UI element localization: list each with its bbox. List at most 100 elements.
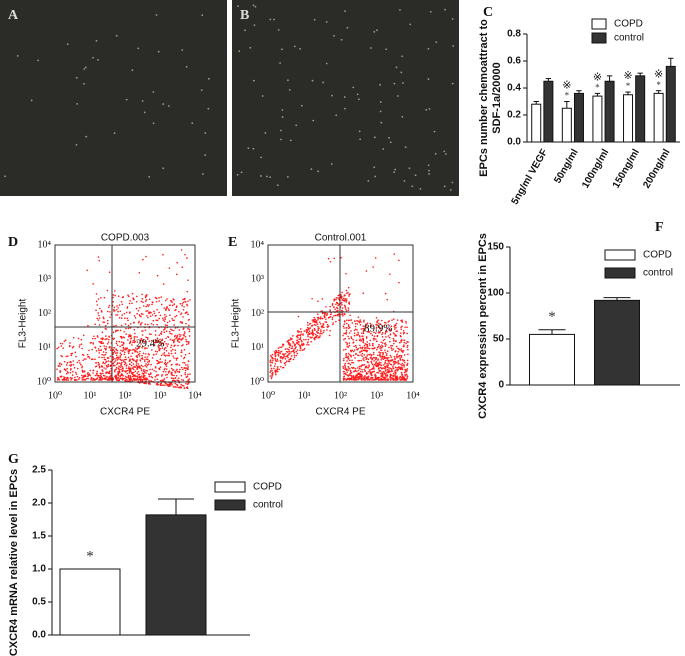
event	[148, 304, 151, 306]
event	[351, 375, 353, 378]
event	[392, 365, 394, 368]
event	[171, 317, 173, 320]
cell	[367, 180, 370, 182]
event	[122, 369, 124, 371]
event	[292, 340, 294, 343]
event	[115, 357, 118, 359]
event	[148, 354, 151, 356]
cell	[373, 166, 376, 169]
event	[352, 338, 354, 341]
event	[337, 304, 339, 307]
event	[347, 319, 350, 322]
event	[374, 376, 377, 378]
event	[371, 363, 374, 366]
bar	[573, 92, 584, 143]
event	[126, 317, 129, 320]
event	[125, 348, 128, 351]
event	[400, 348, 403, 350]
event	[377, 371, 380, 374]
event	[91, 377, 93, 379]
event	[107, 363, 110, 366]
event	[358, 321, 361, 324]
cell	[288, 88, 291, 91]
event	[129, 367, 132, 370]
event	[360, 365, 362, 368]
event	[88, 349, 90, 352]
event	[183, 306, 185, 308]
event	[83, 379, 86, 381]
panel-letter: F	[655, 220, 664, 235]
event	[162, 384, 164, 386]
event	[142, 305, 145, 307]
cell	[325, 21, 328, 23]
event	[354, 328, 357, 331]
event	[403, 354, 406, 356]
event	[139, 307, 141, 309]
event	[181, 384, 184, 387]
event	[99, 341, 102, 344]
event	[275, 351, 278, 353]
event	[108, 346, 111, 349]
event	[394, 371, 397, 374]
event	[65, 372, 68, 375]
event	[137, 347, 139, 350]
event	[367, 366, 370, 369]
y-tick-label: 0.5	[32, 597, 46, 608]
event	[379, 356, 382, 358]
event	[331, 304, 334, 306]
event	[122, 344, 124, 346]
x-tick-label: 10³	[370, 390, 383, 401]
event	[118, 362, 121, 364]
cell	[293, 45, 296, 48]
event	[155, 370, 157, 373]
event	[108, 371, 111, 373]
x-tick-label: 200ng/ml	[641, 147, 672, 190]
event	[140, 338, 142, 340]
event	[343, 370, 345, 373]
event	[348, 337, 350, 340]
event	[319, 335, 321, 337]
event	[104, 362, 106, 365]
event	[367, 375, 370, 378]
event	[396, 378, 399, 381]
event	[165, 363, 168, 365]
event	[156, 323, 158, 326]
event	[122, 346, 125, 349]
event	[384, 379, 387, 381]
event	[138, 320, 140, 323]
event	[387, 370, 390, 372]
event	[103, 321, 106, 324]
event	[317, 318, 319, 321]
event	[128, 366, 130, 368]
event	[395, 345, 398, 348]
event	[403, 359, 406, 362]
event	[342, 315, 344, 317]
cell	[125, 98, 128, 101]
y-tick-label: 0.4	[507, 83, 521, 94]
event	[282, 344, 285, 346]
event	[97, 374, 100, 377]
event	[366, 355, 368, 357]
event	[116, 349, 119, 352]
event	[362, 332, 365, 335]
event	[396, 370, 399, 372]
event	[289, 344, 292, 347]
event	[168, 354, 171, 357]
event	[381, 367, 383, 370]
x-axis-label: CXCR4 PE	[100, 407, 150, 418]
event	[391, 344, 394, 347]
event	[173, 303, 176, 305]
event	[108, 271, 111, 274]
cell	[380, 121, 383, 124]
event	[299, 334, 301, 337]
event	[365, 270, 368, 272]
event	[143, 378, 146, 381]
event	[175, 273, 178, 276]
event	[187, 360, 190, 362]
legend-label: COPD	[253, 482, 282, 493]
event	[341, 307, 344, 309]
event	[131, 371, 134, 374]
panel-letter: A	[8, 8, 19, 23]
event	[154, 338, 157, 341]
event	[114, 290, 116, 292]
